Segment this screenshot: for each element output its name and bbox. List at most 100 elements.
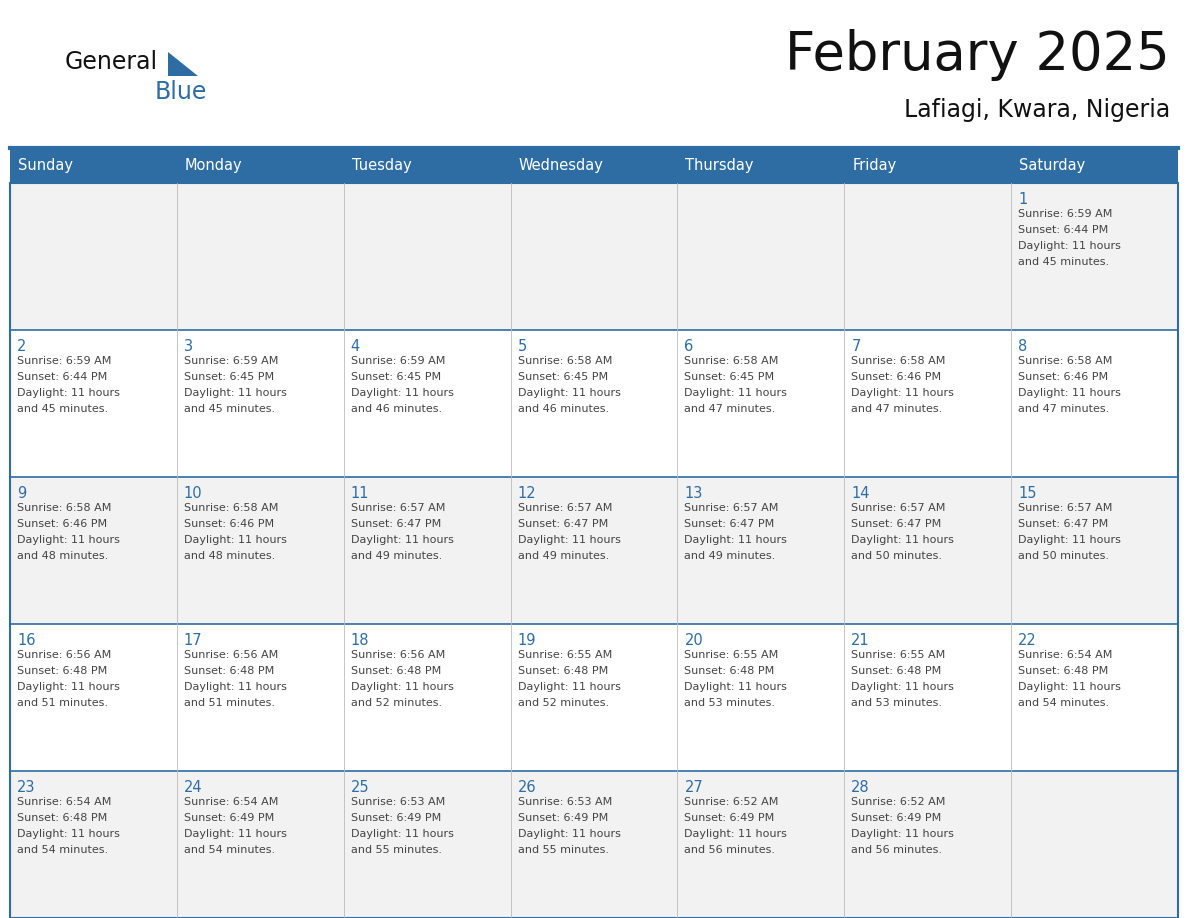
Text: Sunrise: 6:59 AM: Sunrise: 6:59 AM bbox=[350, 356, 446, 366]
Text: 19: 19 bbox=[518, 633, 536, 648]
Text: Sunrise: 6:54 AM: Sunrise: 6:54 AM bbox=[184, 797, 278, 807]
Text: Sunset: 6:46 PM: Sunset: 6:46 PM bbox=[17, 519, 107, 529]
Text: Sunrise: 6:52 AM: Sunrise: 6:52 AM bbox=[684, 797, 779, 807]
Text: Daylight: 11 hours: Daylight: 11 hours bbox=[852, 535, 954, 545]
Bar bbox=[10, 624, 1178, 771]
Text: and 46 minutes.: and 46 minutes. bbox=[518, 404, 608, 414]
Text: Sunset: 6:48 PM: Sunset: 6:48 PM bbox=[350, 666, 441, 676]
Text: Sunset: 6:49 PM: Sunset: 6:49 PM bbox=[350, 813, 441, 823]
Text: Daylight: 11 hours: Daylight: 11 hours bbox=[684, 682, 788, 692]
Text: Daylight: 11 hours: Daylight: 11 hours bbox=[17, 535, 120, 545]
Text: and 51 minutes.: and 51 minutes. bbox=[184, 698, 274, 708]
Text: Daylight: 11 hours: Daylight: 11 hours bbox=[350, 535, 454, 545]
Text: 17: 17 bbox=[184, 633, 202, 648]
Text: Sunset: 6:47 PM: Sunset: 6:47 PM bbox=[684, 519, 775, 529]
Text: Daylight: 11 hours: Daylight: 11 hours bbox=[350, 388, 454, 398]
Text: Sunrise: 6:58 AM: Sunrise: 6:58 AM bbox=[184, 503, 278, 513]
Text: Daylight: 11 hours: Daylight: 11 hours bbox=[684, 829, 788, 839]
Text: 18: 18 bbox=[350, 633, 369, 648]
Text: Sunset: 6:48 PM: Sunset: 6:48 PM bbox=[852, 666, 942, 676]
Text: Sunset: 6:48 PM: Sunset: 6:48 PM bbox=[17, 813, 107, 823]
Text: Daylight: 11 hours: Daylight: 11 hours bbox=[1018, 682, 1121, 692]
Text: Sunrise: 6:58 AM: Sunrise: 6:58 AM bbox=[684, 356, 779, 366]
Text: and 50 minutes.: and 50 minutes. bbox=[1018, 551, 1110, 561]
Text: and 50 minutes.: and 50 minutes. bbox=[852, 551, 942, 561]
Text: Sunset: 6:46 PM: Sunset: 6:46 PM bbox=[1018, 372, 1108, 382]
Text: 12: 12 bbox=[518, 486, 536, 501]
Text: 22: 22 bbox=[1018, 633, 1037, 648]
Text: Sunrise: 6:53 AM: Sunrise: 6:53 AM bbox=[350, 797, 446, 807]
Text: 24: 24 bbox=[184, 780, 202, 795]
Text: Sunrise: 6:55 AM: Sunrise: 6:55 AM bbox=[684, 650, 778, 660]
Text: Sunrise: 6:59 AM: Sunrise: 6:59 AM bbox=[184, 356, 278, 366]
Text: 1: 1 bbox=[1018, 192, 1028, 207]
Text: Sunset: 6:45 PM: Sunset: 6:45 PM bbox=[184, 372, 274, 382]
Text: 28: 28 bbox=[852, 780, 870, 795]
Text: Daylight: 11 hours: Daylight: 11 hours bbox=[17, 829, 120, 839]
Text: Sunset: 6:49 PM: Sunset: 6:49 PM bbox=[518, 813, 608, 823]
Text: Daylight: 11 hours: Daylight: 11 hours bbox=[350, 829, 454, 839]
Text: Saturday: Saturday bbox=[1019, 158, 1086, 173]
Text: Daylight: 11 hours: Daylight: 11 hours bbox=[684, 388, 788, 398]
Bar bbox=[10, 148, 1178, 183]
Text: Sunrise: 6:58 AM: Sunrise: 6:58 AM bbox=[518, 356, 612, 366]
Text: 25: 25 bbox=[350, 780, 369, 795]
Text: Blue: Blue bbox=[154, 80, 208, 104]
Text: and 52 minutes.: and 52 minutes. bbox=[350, 698, 442, 708]
Text: Daylight: 11 hours: Daylight: 11 hours bbox=[350, 682, 454, 692]
Text: Lafiagi, Kwara, Nigeria: Lafiagi, Kwara, Nigeria bbox=[904, 98, 1170, 122]
Text: and 56 minutes.: and 56 minutes. bbox=[684, 845, 776, 855]
Text: Sunrise: 6:57 AM: Sunrise: 6:57 AM bbox=[350, 503, 446, 513]
Text: Sunset: 6:49 PM: Sunset: 6:49 PM bbox=[184, 813, 274, 823]
Text: Sunset: 6:45 PM: Sunset: 6:45 PM bbox=[350, 372, 441, 382]
Text: Tuesday: Tuesday bbox=[352, 158, 411, 173]
Text: Sunset: 6:49 PM: Sunset: 6:49 PM bbox=[852, 813, 942, 823]
Text: and 48 minutes.: and 48 minutes. bbox=[184, 551, 276, 561]
Text: 11: 11 bbox=[350, 486, 369, 501]
Text: 27: 27 bbox=[684, 780, 703, 795]
Text: Daylight: 11 hours: Daylight: 11 hours bbox=[17, 682, 120, 692]
Text: Sunrise: 6:58 AM: Sunrise: 6:58 AM bbox=[852, 356, 946, 366]
Text: Sunrise: 6:57 AM: Sunrise: 6:57 AM bbox=[684, 503, 779, 513]
Text: Sunrise: 6:59 AM: Sunrise: 6:59 AM bbox=[1018, 209, 1112, 219]
Text: Sunset: 6:44 PM: Sunset: 6:44 PM bbox=[17, 372, 107, 382]
Text: Sunrise: 6:57 AM: Sunrise: 6:57 AM bbox=[1018, 503, 1112, 513]
Text: and 47 minutes.: and 47 minutes. bbox=[1018, 404, 1110, 414]
Text: and 45 minutes.: and 45 minutes. bbox=[17, 404, 108, 414]
Text: Sunset: 6:47 PM: Sunset: 6:47 PM bbox=[1018, 519, 1108, 529]
Polygon shape bbox=[168, 52, 198, 76]
Bar bbox=[10, 330, 1178, 477]
Text: and 51 minutes.: and 51 minutes. bbox=[17, 698, 108, 708]
Text: and 55 minutes.: and 55 minutes. bbox=[350, 845, 442, 855]
Text: Daylight: 11 hours: Daylight: 11 hours bbox=[184, 388, 286, 398]
Text: and 53 minutes.: and 53 minutes. bbox=[684, 698, 776, 708]
Text: Sunset: 6:47 PM: Sunset: 6:47 PM bbox=[852, 519, 942, 529]
Text: 26: 26 bbox=[518, 780, 536, 795]
Text: Daylight: 11 hours: Daylight: 11 hours bbox=[518, 535, 620, 545]
Text: 16: 16 bbox=[17, 633, 36, 648]
Text: and 56 minutes.: and 56 minutes. bbox=[852, 845, 942, 855]
Text: 13: 13 bbox=[684, 486, 703, 501]
Text: Sunrise: 6:54 AM: Sunrise: 6:54 AM bbox=[1018, 650, 1112, 660]
Text: Sunset: 6:46 PM: Sunset: 6:46 PM bbox=[184, 519, 274, 529]
Text: Sunset: 6:45 PM: Sunset: 6:45 PM bbox=[684, 372, 775, 382]
Bar bbox=[10, 183, 1178, 918]
Text: and 47 minutes.: and 47 minutes. bbox=[852, 404, 942, 414]
Text: Sunset: 6:48 PM: Sunset: 6:48 PM bbox=[1018, 666, 1108, 676]
Text: Sunrise: 6:56 AM: Sunrise: 6:56 AM bbox=[17, 650, 112, 660]
Text: Sunrise: 6:59 AM: Sunrise: 6:59 AM bbox=[17, 356, 112, 366]
Text: 23: 23 bbox=[17, 780, 36, 795]
Text: 14: 14 bbox=[852, 486, 870, 501]
Text: 10: 10 bbox=[184, 486, 202, 501]
Text: 20: 20 bbox=[684, 633, 703, 648]
Text: Sunrise: 6:58 AM: Sunrise: 6:58 AM bbox=[17, 503, 112, 513]
Text: and 52 minutes.: and 52 minutes. bbox=[518, 698, 608, 708]
Text: General: General bbox=[65, 50, 158, 74]
Text: and 54 minutes.: and 54 minutes. bbox=[184, 845, 274, 855]
Text: Daylight: 11 hours: Daylight: 11 hours bbox=[684, 535, 788, 545]
Text: February 2025: February 2025 bbox=[785, 29, 1170, 81]
Text: Daylight: 11 hours: Daylight: 11 hours bbox=[184, 682, 286, 692]
Text: Daylight: 11 hours: Daylight: 11 hours bbox=[1018, 241, 1121, 251]
Text: and 49 minutes.: and 49 minutes. bbox=[350, 551, 442, 561]
Text: 3: 3 bbox=[184, 339, 192, 354]
